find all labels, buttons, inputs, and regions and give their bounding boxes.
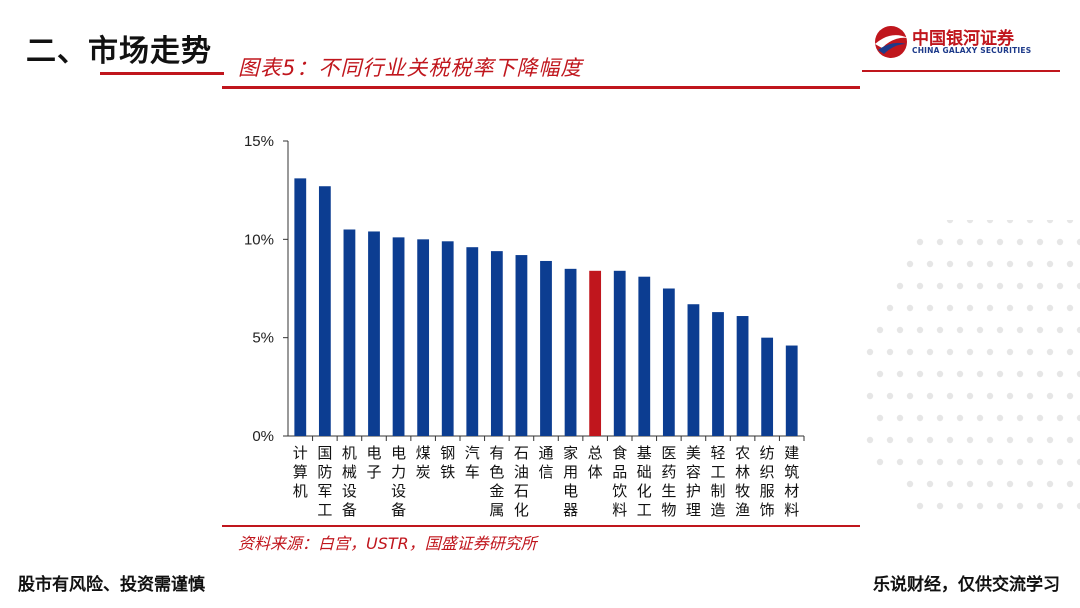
x-tick-label: 建筑材料 xyxy=(784,444,799,519)
section-title: 二、市场走势 xyxy=(26,34,212,69)
bar xyxy=(589,270,602,436)
bar xyxy=(318,186,331,436)
bar xyxy=(638,276,651,436)
bar xyxy=(540,260,552,436)
y-tick-label: 10% xyxy=(244,231,274,248)
x-tick-label: 有色金属 xyxy=(489,444,504,519)
x-tick-label: 通信 xyxy=(538,444,553,481)
x-tick-label: 农林牧渔 xyxy=(735,444,750,519)
bar xyxy=(490,251,503,436)
figure-title-rule xyxy=(222,86,860,89)
x-tick-label: 基础化工 xyxy=(637,444,652,519)
logo-text-en: CHINA GALAXY SECURITIES xyxy=(912,46,1032,55)
bar xyxy=(785,345,798,436)
x-tick-label: 石油石化 xyxy=(514,444,529,519)
bar xyxy=(687,304,700,436)
source-rule xyxy=(222,525,860,527)
footer-disclaimer: 股市有风险、投资需谨慎 xyxy=(18,575,205,595)
bar xyxy=(662,288,675,436)
x-tick-label: 纺织服饰 xyxy=(760,444,775,519)
footer-note: 乐说财经，仅供交流学习 xyxy=(873,575,1060,595)
bar xyxy=(736,316,749,436)
bar xyxy=(392,237,405,436)
y-tick-label: 0% xyxy=(252,428,274,445)
bar xyxy=(294,178,307,436)
logo-text-cn: 中国银河证券 xyxy=(912,29,1014,49)
x-tick-label: 医药生物 xyxy=(661,444,676,519)
x-tick-label: 煤炭 xyxy=(416,444,431,481)
bar xyxy=(515,255,528,436)
bar xyxy=(564,268,577,436)
figure-title: 图表5：不同行业关税税率下降幅度 xyxy=(238,56,583,80)
x-tick-label: 轻工制造 xyxy=(710,444,725,519)
x-tick-label: 机械设备 xyxy=(342,444,357,519)
bar xyxy=(613,270,626,436)
bar xyxy=(761,337,774,436)
y-tick-label: 5% xyxy=(252,330,274,347)
x-tick-label: 食品饮料 xyxy=(612,444,627,519)
bar xyxy=(343,229,356,436)
bar xyxy=(368,231,380,436)
bar xyxy=(466,247,479,436)
decorative-dots xyxy=(866,220,1080,510)
section-underline xyxy=(100,72,224,75)
brand-rule xyxy=(862,70,1060,72)
x-tick-label: 计算机 xyxy=(293,444,308,500)
x-tick-label: 国防军工 xyxy=(317,444,332,519)
x-tick-label: 电子 xyxy=(366,444,381,481)
brand-logo: 中国银河证券 CHINA GALAXY SECURITIES xyxy=(872,22,1052,64)
x-tick-label: 美容护理 xyxy=(686,444,701,519)
bar xyxy=(441,241,454,436)
galaxy-logo-icon xyxy=(875,26,908,58)
x-tick-label: 总体 xyxy=(588,444,603,481)
x-tick-label: 电力设备 xyxy=(391,444,406,519)
y-tick-label: 15% xyxy=(244,133,274,150)
x-tick-label: 家用电器 xyxy=(563,444,578,519)
x-tick-label: 汽车 xyxy=(465,444,480,481)
bar xyxy=(417,239,430,436)
bar xyxy=(712,312,724,436)
source-note: 资料来源：白宫，USTR，国盛证券研究所 xyxy=(238,534,537,553)
x-tick-label: 钢铁 xyxy=(440,444,455,481)
